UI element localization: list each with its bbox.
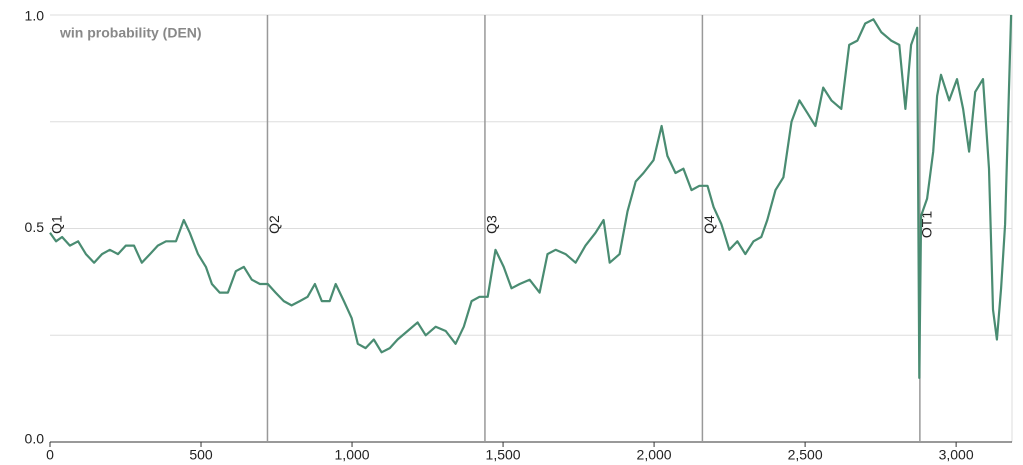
x-tick-label: 2,000	[637, 447, 672, 463]
y-tick-label: 0.0	[25, 431, 45, 447]
x-tick-label: 1,000	[335, 447, 370, 463]
period-label: Q2	[266, 215, 282, 234]
period-label: Q1	[49, 215, 65, 234]
line	[49, 14, 1013, 379]
period-label: OT1	[919, 211, 935, 238]
period-label: Q3	[484, 215, 500, 234]
x-tick-label: 2,500	[788, 447, 823, 463]
y-tick-label: 1.0	[25, 8, 45, 24]
y-tick-label: 0.5	[25, 219, 45, 235]
x-tick-label: 0	[46, 447, 54, 463]
x-tick-label: 500	[189, 447, 213, 463]
chart-label: win probability (DEN)	[59, 25, 202, 41]
period-label: Q4	[701, 215, 717, 234]
x-tick-label: 1,500	[486, 447, 521, 463]
x-tick-label: 3,000	[939, 447, 974, 463]
